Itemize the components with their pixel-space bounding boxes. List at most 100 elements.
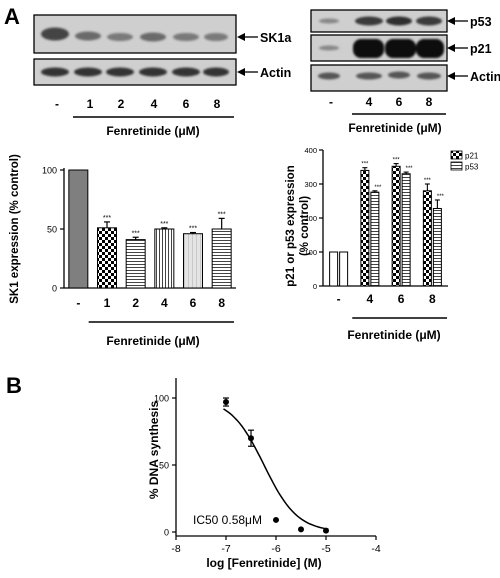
p21-bar-p53: [432, 207, 442, 287]
p21-y-tick-label: 0: [313, 282, 317, 291]
panel-label-b: B: [6, 373, 22, 398]
actin-left-band-2: [74, 67, 102, 77]
dna-y-tick-label: 50: [159, 461, 169, 471]
blot-right-treatment-label: Fenretinide (μM): [348, 121, 441, 135]
legend-swatch-p53: [450, 161, 463, 171]
dna-x-tick-label: -5: [321, 543, 330, 555]
p21-band-1: [319, 45, 339, 51]
legend-label-p53: p53: [465, 163, 479, 172]
sk1-bar: [125, 239, 146, 289]
band-label-actin-right: Actin: [470, 70, 500, 84]
sk1a-band-6: [204, 33, 228, 41]
dna-y-tick-label: 100: [154, 394, 169, 404]
actin-left-band-5: [172, 67, 200, 77]
sk1-x-tick-label: 2: [132, 296, 139, 310]
sk1-bar: [154, 228, 175, 289]
p21-bar-p53: [401, 173, 411, 287]
blot-left-sk1a-bands: [41, 27, 228, 42]
dna-x-tick-label: -8: [171, 543, 180, 555]
blot-left-lane-6: 8: [214, 97, 221, 111]
legend-swatch-p21: [450, 150, 463, 160]
sk1-x-tick-label: 8: [218, 296, 225, 310]
p21-arrow-icon: [447, 44, 455, 52]
legend-label-p21: p21: [465, 152, 479, 161]
dna-data-point: [273, 516, 279, 523]
actin-left-band-3: [106, 67, 134, 77]
blot-right-actin-bands: [318, 71, 441, 80]
p21-x-axis-label: Fenretinide (μM): [347, 328, 440, 342]
blot-right-lane-1: -: [329, 95, 333, 109]
dna-data-point: [323, 527, 329, 534]
actin-right-band-1: [318, 72, 340, 80]
actin-right-band-4: [417, 72, 441, 80]
sk1a-arrow-icon: [237, 33, 245, 41]
sk1-bar: [211, 228, 232, 289]
p21-y-tick-label: 400: [304, 146, 317, 155]
p21-significance-label: ***: [437, 194, 445, 200]
p21-bar-p21: [360, 169, 370, 287]
p21-bar-p53: [339, 251, 349, 287]
actin-right-arrow-icon: [447, 72, 455, 80]
blot-right-lane-3: 6: [396, 95, 403, 109]
sk1-significance-label: ***: [132, 230, 140, 237]
sk1-expression-chart: SK1 expression (% control) Fenretinide (…: [9, 154, 236, 348]
blot-right: p53 p21 Actin - 4 6 8 Fenretinide (μM): [310, 9, 500, 135]
actin-left-band-6: [203, 67, 229, 77]
sk1-y-tick-label: 0: [52, 284, 57, 294]
dna-x-tick-label: -4: [371, 543, 380, 555]
p53-band-3: [386, 16, 412, 26]
blot-right-p21-bands: [319, 39, 444, 58]
blot-left-treatment-label: Fenretinide (μM): [106, 124, 199, 138]
sk1-x-tick-label: 1: [104, 296, 111, 310]
p21-significance-label: ***: [361, 162, 369, 168]
actin-left-arrow-icon: [237, 68, 245, 76]
p21-y-axis-label-line-1: p21 or p53 expression: [285, 165, 297, 286]
panel-label-a: A: [4, 4, 20, 29]
dna-data-point: [248, 435, 254, 442]
band-label-sk1a: SK1a: [260, 31, 292, 45]
p21-bar-p21: [422, 190, 432, 287]
sk1-significance-label: ***: [103, 215, 111, 222]
dna-x-tick-label: -6: [271, 543, 280, 555]
dna-fit-curve: [223, 408, 329, 530]
sk1-x-axis-label: Fenretinide (μM): [106, 334, 199, 348]
p53-band-1: [319, 18, 339, 24]
band-label-p21: p21: [470, 42, 492, 56]
blot-right-p53-bands: [319, 16, 442, 26]
p21-y-tick-label: 300: [304, 180, 317, 189]
sk1a-band-5: [173, 33, 199, 41]
band-label-p53: p53: [470, 15, 492, 29]
sk1-significance-label: ***: [189, 226, 197, 233]
sk1-x-tick-label: -: [76, 296, 80, 310]
p21-significance-label: ***: [374, 185, 382, 191]
dna-y-tick-label: 0: [164, 528, 169, 538]
actin-left-band-1: [41, 67, 69, 77]
blot-left: SK1a Actin - 1 2 4 6 8 Fenretinide (μM): [33, 14, 292, 138]
p53-arrow-icon: [447, 17, 455, 25]
sk1-bar: [183, 233, 203, 289]
blot-left-lane-3: 2: [118, 97, 125, 111]
p21-p53-chart: p21 or p53 expression (% control) Fenret…: [285, 146, 479, 342]
p21-x-tick-label: 4: [367, 292, 374, 306]
sk1a-band-2: [75, 31, 101, 41]
p53-band-4: [416, 16, 442, 26]
sk1a-band-4: [140, 32, 166, 42]
p21-y-axis-label-line-2: (% control): [299, 196, 311, 256]
p21-bar-p21: [391, 165, 401, 287]
sk1-significance-label: ***: [160, 221, 168, 228]
sk1-y-axis-label: SK1 expression (% control): [9, 154, 21, 304]
p21-x-tick-label: 6: [398, 292, 405, 306]
p21-significance-label: ***: [406, 166, 414, 172]
sk1-bar: [97, 227, 117, 289]
p21-significance-label: ***: [393, 158, 401, 164]
actin-right-band-2: [356, 72, 382, 80]
sk1-x-tick-label: 6: [190, 296, 197, 310]
p21-y-tick-label: 100: [304, 248, 317, 257]
p21-band-4: [416, 39, 444, 58]
p21-significance-label: ***: [424, 178, 432, 184]
sk1-significance-label: ***: [218, 211, 226, 218]
p21-bar-p21: [329, 251, 339, 287]
blot-left-lane-5: 6: [183, 97, 190, 111]
blot-right-lane-2: 4: [366, 95, 373, 109]
